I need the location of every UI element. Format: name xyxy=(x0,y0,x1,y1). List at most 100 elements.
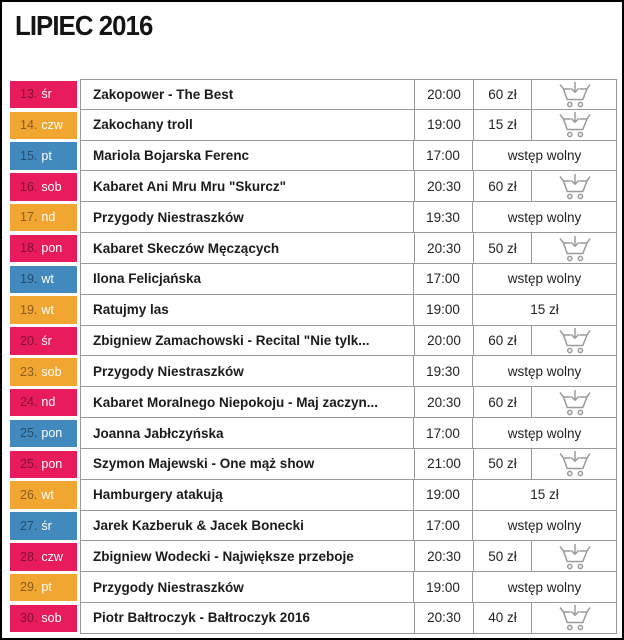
date-day: wt xyxy=(41,272,54,287)
add-to-cart-icon[interactable] xyxy=(558,389,591,416)
date-number: 23. xyxy=(20,364,38,379)
date-cell: 17. nd xyxy=(10,204,77,232)
date-cell: 23. sob xyxy=(10,358,77,386)
date-day: śr xyxy=(41,87,52,102)
price-label: 15 zł xyxy=(472,294,616,325)
date-cell: 29. pt xyxy=(10,573,77,602)
event-time: 19:00 xyxy=(413,479,472,510)
buy-ticket-button[interactable] xyxy=(531,603,616,633)
buy-ticket-button[interactable] xyxy=(531,171,616,202)
buy-ticket-button[interactable] xyxy=(531,448,616,479)
date-cell: 25. pon xyxy=(10,450,77,479)
table-row: 17. nd Przygody Niestraszków 19:30 wstęp wol… xyxy=(10,202,617,234)
event-time: 17:00 xyxy=(413,510,472,541)
date-number: 26. xyxy=(20,487,38,502)
event-time: 17:00 xyxy=(413,263,472,294)
event-time: 20:00 xyxy=(414,80,473,109)
buy-ticket-button[interactable] xyxy=(531,541,616,572)
row-main: Zbigniew Zamachowski - Recital "Nie tylk… xyxy=(80,325,617,357)
event-title: Zbigniew Wodecki - Największe przeboje xyxy=(93,548,354,564)
price-label: 15 zł xyxy=(473,109,531,140)
date-number: 16. xyxy=(20,179,38,194)
event-title: Kabaret Moralnego Niepokoju - Maj zaczyn… xyxy=(93,394,379,410)
price-label: 15 zł xyxy=(472,479,616,510)
row-main: Przygody Niestraszków 19:30 wstęp wolny xyxy=(80,356,617,388)
date-day: śr xyxy=(41,518,52,533)
add-to-cart-icon[interactable] xyxy=(558,450,591,477)
event-time: 20:30 xyxy=(414,171,473,202)
price-label: wstęp wolny xyxy=(472,263,616,294)
buy-ticket-button[interactable] xyxy=(531,325,616,356)
date-cell: 15. pt xyxy=(10,142,77,170)
row-main: Szymon Majewski - One mąż show 21:00 50 zł xyxy=(80,448,617,480)
date-number: 18. xyxy=(20,241,38,256)
date-number: 14. xyxy=(20,117,38,132)
date-number: 24. xyxy=(20,395,38,410)
date-cell: 13. śr xyxy=(10,80,77,109)
event-title: Ilona Felicjańska xyxy=(93,271,202,287)
add-to-cart-icon[interactable] xyxy=(558,543,591,570)
buy-ticket-button[interactable] xyxy=(531,109,616,140)
event-title: Piotr Bałtroczyk - Bałtroczyk 2016 xyxy=(93,610,310,626)
row-main: Kabaret Ani Mru Mru "Skurcz" 20:30 60 zł xyxy=(80,171,617,203)
row-main: Zbigniew Wodecki - Największe przeboje 20… xyxy=(80,541,617,573)
date-number: 20. xyxy=(20,333,38,348)
table-row: 20. śr Zbigniew Zamachowski - Recital "Nie… xyxy=(10,325,617,357)
date-cell: 19. wt xyxy=(10,296,77,324)
table-row: 16. sob Kabaret Ani Mru Mru "Skurcz" 20:30 6… xyxy=(10,171,617,203)
date-number: 29. xyxy=(20,580,38,595)
date-day: wt xyxy=(41,302,54,317)
row-main: Jarek Kazberuk & Jacek Bonecki 17:00 wstęp… xyxy=(80,510,617,542)
date-cell: 18. pon xyxy=(10,234,77,263)
date-cell: 30. sob xyxy=(10,604,77,633)
event-title: Kabaret Skeczów Męczących xyxy=(93,240,280,256)
date-cell: 27. śr xyxy=(10,512,77,540)
add-to-cart-icon[interactable] xyxy=(558,111,591,138)
page-title: LIPIEC 2016 xyxy=(15,10,153,41)
add-to-cart-icon[interactable] xyxy=(558,81,591,108)
table-row: 19. wt Ilona Felicjańska 17:00 wstęp wolny xyxy=(10,263,617,295)
event-title: Jarek Kazberuk & Jacek Bonecki xyxy=(93,518,304,533)
event-time: 21:00 xyxy=(414,448,473,479)
date-number: 25. xyxy=(20,426,38,441)
date-day: pon xyxy=(41,426,63,441)
date-day: nd xyxy=(41,210,56,225)
date-day: śr xyxy=(41,333,52,348)
date-day: czw xyxy=(41,549,63,564)
event-title: Hamburgery atakują xyxy=(93,487,223,503)
buy-ticket-button[interactable] xyxy=(531,233,616,263)
table-row: 14. czw Zakochany troll 19:00 15 zł xyxy=(10,109,617,141)
event-time: 17:00 xyxy=(413,418,472,448)
price-label: wstęp wolny xyxy=(472,510,616,541)
date-number: 19. xyxy=(20,272,38,287)
date-day: sob xyxy=(41,611,62,626)
date-day: sob xyxy=(41,179,62,194)
table-row: 29. pt Przygody Niestraszków 19:00 wstęp wol… xyxy=(10,572,617,604)
add-to-cart-icon[interactable] xyxy=(558,604,591,631)
date-number: 15. xyxy=(20,148,38,163)
event-title: Joanna Jabłczyńska xyxy=(93,425,224,441)
row-main: Przygody Niestraszków 19:30 wstęp wolny xyxy=(80,202,617,234)
table-row: 25. pon Joanna Jabłczyńska 17:00 wstęp wolny xyxy=(10,418,617,449)
add-to-cart-icon[interactable] xyxy=(558,173,591,200)
row-main: Kabaret Moralnego Niepokoju - Maj zaczyn… xyxy=(80,387,617,419)
date-cell: 16. sob xyxy=(10,173,77,201)
price-label: 60 zł xyxy=(473,80,531,109)
date-day: sob xyxy=(41,364,62,379)
add-to-cart-icon[interactable] xyxy=(558,235,591,262)
table-row: 30. sob Piotr Bałtroczyk - Bałtroczyk 2016… xyxy=(10,603,617,634)
buy-ticket-button[interactable] xyxy=(531,80,616,109)
date-cell: 24. nd xyxy=(10,388,77,417)
price-label: wstęp wolny xyxy=(472,572,616,603)
add-to-cart-icon[interactable] xyxy=(558,327,591,354)
schedule-table: 13. śr Zakopower - The Best 20:00 60 zł 14. cz… xyxy=(10,79,617,634)
event-title: Przygody Niestraszków xyxy=(93,363,244,379)
event-title: Zakochany troll xyxy=(93,117,193,133)
price-label: wstęp wolny xyxy=(472,202,616,233)
date-day: pt xyxy=(41,580,52,595)
row-main: Ilona Felicjańska 17:00 wstęp wolny xyxy=(80,263,617,295)
buy-ticket-button[interactable] xyxy=(531,387,616,418)
event-time: 19:00 xyxy=(413,572,472,603)
price-label: 50 zł xyxy=(473,233,531,263)
